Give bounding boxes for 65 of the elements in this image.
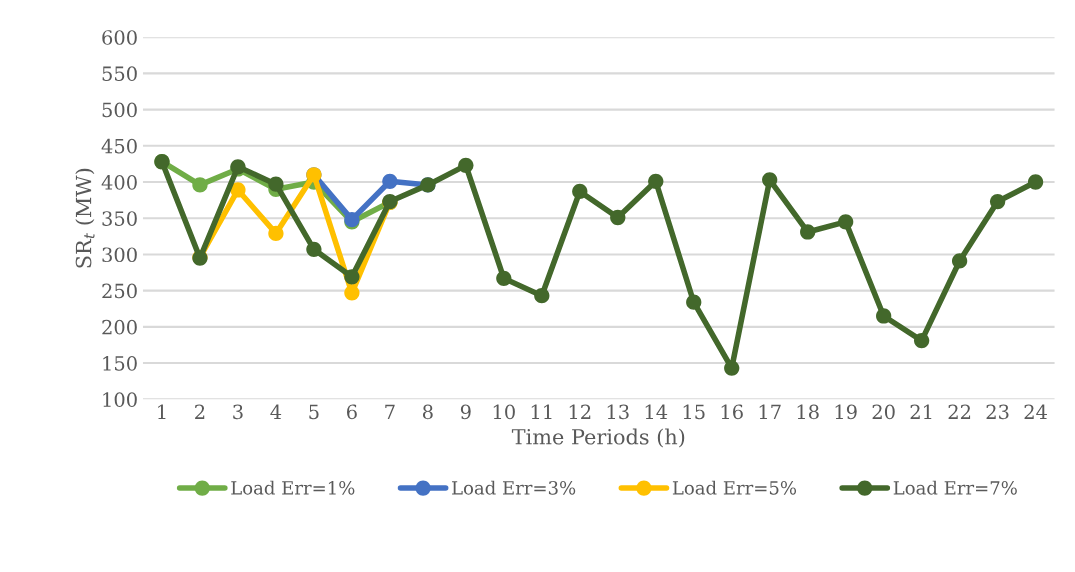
y-tick-label: 550: [102, 66, 137, 82]
point: [876, 308, 892, 324]
legend-label: Load Err=7%: [893, 480, 1017, 495]
x-tick-label: 8: [422, 404, 433, 420]
point: [344, 269, 360, 285]
x-tick-label: 1: [158, 404, 166, 419]
x-tick-label: 16: [721, 404, 743, 420]
point: [458, 157, 474, 173]
x-tick-label: 9: [460, 404, 471, 420]
x-tick-label: 5: [309, 404, 319, 420]
x-tick-label: 24: [1024, 404, 1047, 419]
point: [610, 209, 626, 226]
point: [1027, 174, 1044, 190]
point: [838, 214, 854, 230]
legend-label: Load Err=5%: [672, 480, 797, 495]
x-tick-label: 21: [910, 404, 932, 419]
point: [230, 182, 246, 198]
point: [989, 193, 1006, 210]
x-tick-label: 10: [493, 404, 515, 420]
x-tick-label: 15: [683, 404, 705, 420]
x-tick-label: 12: [569, 404, 591, 419]
point: [534, 288, 550, 304]
x-tick-label: 22: [948, 404, 971, 419]
point: [572, 183, 588, 200]
x-tick-label: 14: [645, 404, 668, 419]
x-tick-label: 3: [233, 404, 243, 420]
x-tick-label: 17: [759, 404, 781, 419]
x-tick-label: 20: [872, 404, 895, 420]
y-tick-label: 100: [103, 392, 137, 407]
y-tick-label: 450: [101, 138, 137, 154]
legend-label: Load Err=1%: [231, 480, 355, 495]
y-tick-label: 350: [102, 211, 137, 226]
y-axis-title: SR$_{t}$ (MW): [75, 168, 95, 268]
x-tick-label: 7: [385, 404, 395, 419]
x-tick-label: 19: [835, 404, 857, 420]
y-tick-label: 200: [102, 319, 137, 335]
point: [382, 173, 398, 189]
x-tick-label: 23: [986, 404, 1009, 420]
point: [648, 173, 664, 189]
x-tick-label: 6: [347, 404, 357, 420]
point: [306, 241, 322, 257]
x-tick-label: 13: [607, 404, 629, 420]
point: [762, 172, 778, 188]
point: [724, 360, 740, 376]
y-tick-label: 300: [102, 247, 137, 263]
x-tick-label: 18: [797, 404, 819, 420]
y-tick-label: 600: [102, 30, 137, 45]
point: [496, 270, 512, 286]
point: [913, 332, 930, 349]
point: [800, 224, 816, 240]
point: [268, 225, 284, 242]
x-tick-label: 11: [531, 404, 552, 419]
y-tick-label: 250: [102, 283, 137, 299]
point: [344, 285, 360, 301]
point: [192, 177, 208, 193]
y-tick-label: 500: [102, 102, 137, 118]
legend-label: Load Err=3%: [452, 480, 576, 495]
x-axis-title: Time Periods (h): [511, 428, 685, 448]
y-tick-label: 150: [103, 356, 137, 371]
y-tick-label: 400: [101, 174, 137, 190]
point: [686, 294, 702, 310]
x-tick-label: 2: [195, 404, 205, 419]
point: [951, 253, 968, 269]
x-tick-label: 4: [270, 404, 282, 419]
point: [268, 176, 284, 192]
